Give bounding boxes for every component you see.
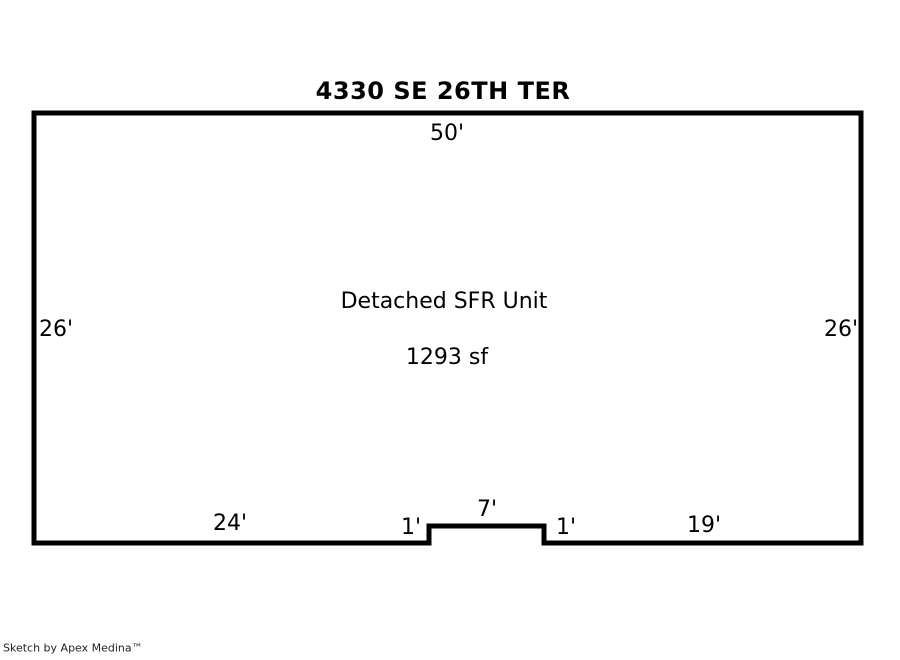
building-outline [31,110,864,546]
unit-type-label: Detached SFR Unit [340,289,548,314]
dim-top-label: 50' [429,121,465,146]
dim-notch-right-step-label: 1' [555,515,577,540]
attribution-text: Sketch by Apex Medina™ [3,641,143,655]
page-title: 4330 SE 26TH TER [315,77,571,105]
dim-bottom-right-label: 19' [686,513,722,538]
dim-notch-left-step-label: 1' [400,515,422,540]
dim-notch-top-label: 7' [476,497,498,522]
dim-left-label: 26' [39,317,74,342]
unit-area-label: 1293 sf [405,345,489,370]
dim-right-label: 26' [823,317,858,342]
dim-bottom-left-label: 24' [212,511,248,536]
